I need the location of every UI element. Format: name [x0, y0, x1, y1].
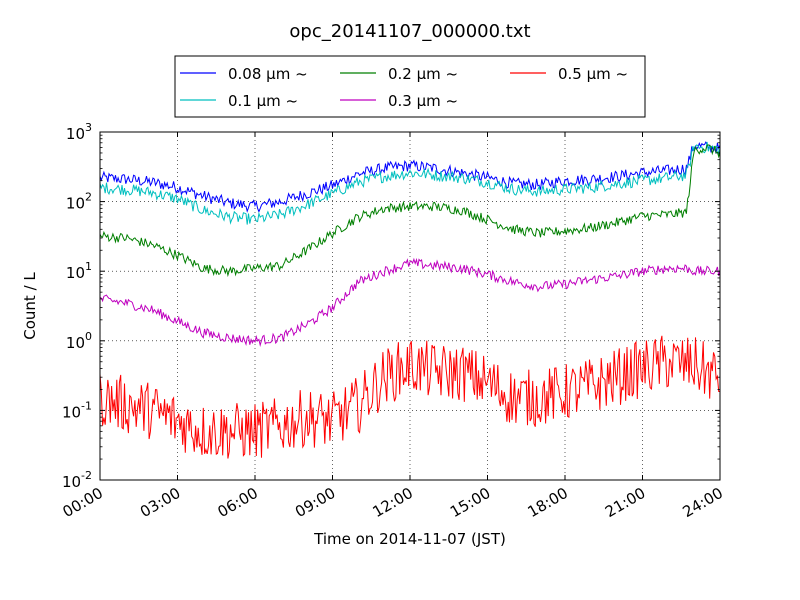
legend-label: 0.2 μm ~ — [388, 65, 458, 83]
x-tick-label: 06:00 — [215, 484, 261, 521]
x-tick-label: 21:00 — [602, 484, 648, 521]
series-line — [99, 257, 721, 347]
x-tick-label: 15:00 — [447, 484, 493, 521]
y-axis: 10-2 10-1 100 101 102 103 — [62, 121, 720, 491]
y-tick-label: 102 — [66, 191, 92, 213]
series-lines — [99, 141, 721, 459]
legend: 0.08 μm ~ 0.1 μm ~ 0.2 μm ~ 0.3 μm ~ 0.5 μm … — [174, 55, 646, 118]
legend-label: 0.1 μm ~ — [228, 92, 298, 110]
legend-label: 0.3 μm ~ — [388, 92, 458, 110]
y-axis-label: Count / L — [21, 272, 39, 340]
series-line — [99, 141, 721, 225]
series-line — [99, 335, 721, 459]
x-tick-label: 24:00 — [680, 484, 726, 521]
legend-label: 0.5 μm ~ — [558, 65, 628, 83]
y-tick-label: 101 — [66, 260, 92, 282]
y-tick-label: 100 — [66, 330, 92, 352]
chart-title: opc_20141107_000000.txt — [289, 21, 530, 42]
y-tick-label: 10-1 — [62, 399, 92, 421]
y-tick-label: 103 — [66, 121, 92, 143]
x-tick-label: 03:00 — [137, 484, 183, 521]
x-tick-label: 18:00 — [525, 484, 571, 521]
x-tick-label: 12:00 — [370, 484, 416, 521]
x-axis-label: Time on 2014-11-07 (JST) — [313, 530, 506, 548]
legend-label: 0.08 μm ~ — [228, 65, 308, 83]
series-line — [99, 141, 721, 213]
y-tick-label: 10-2 — [62, 469, 92, 491]
legend-frame — [174, 55, 646, 118]
grid — [100, 132, 720, 480]
series-line — [99, 144, 721, 278]
x-axis: 00:00 03:00 06:00 09:00 12:00 15:00 18:00 21:00… — [60, 132, 726, 521]
x-tick-label: 09:00 — [292, 484, 338, 521]
